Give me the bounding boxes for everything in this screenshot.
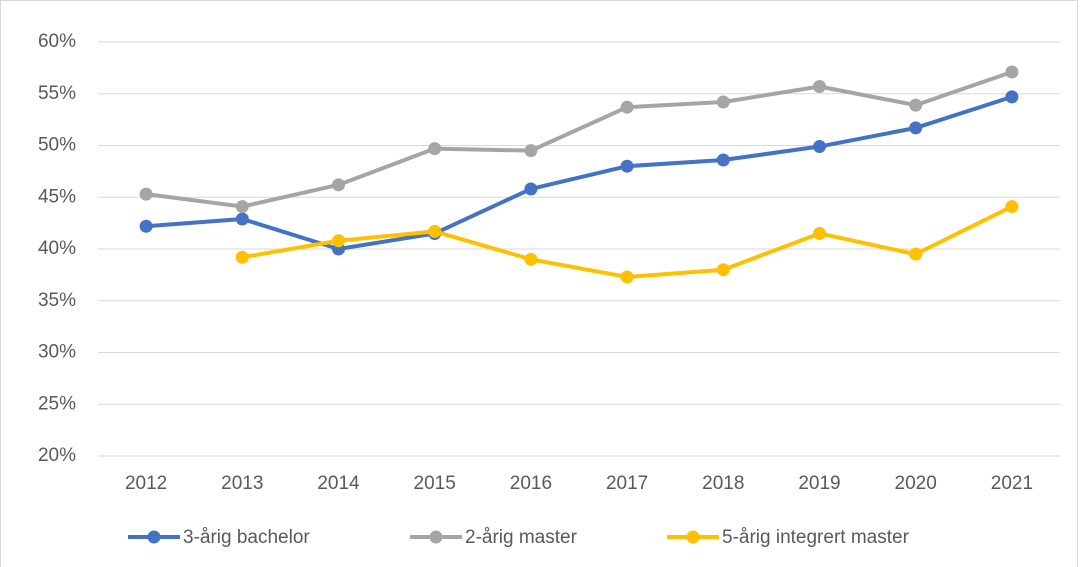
data-point <box>1005 200 1019 214</box>
y-tick-label: 20% <box>38 445 76 466</box>
legend-marker <box>686 530 700 544</box>
data-point <box>428 142 442 156</box>
data-point <box>1005 90 1019 104</box>
data-point <box>139 219 153 233</box>
legend-label: 3-årig bachelor <box>183 527 310 548</box>
y-tick-label: 25% <box>38 393 76 414</box>
y-tick-label: 45% <box>38 186 76 207</box>
y-tick-label: 40% <box>38 238 76 259</box>
data-point <box>716 95 730 109</box>
data-point <box>235 250 249 264</box>
data-point <box>524 182 538 196</box>
data-point <box>524 252 538 266</box>
x-tick-label: 2019 <box>798 473 840 494</box>
data-point <box>813 140 826 154</box>
legend-label: 5-årig integrert master <box>722 527 910 548</box>
x-tick-label: 2012 <box>125 473 167 494</box>
x-tick-label: 2015 <box>414 473 456 494</box>
x-tick-label: 2017 <box>606 473 648 494</box>
data-point <box>813 80 826 94</box>
data-point <box>235 200 249 214</box>
data-point <box>1005 65 1019 79</box>
data-point <box>909 247 923 261</box>
x-tick-label: 2018 <box>702 473 744 494</box>
data-point <box>620 159 634 173</box>
data-point <box>716 263 730 277</box>
data-point <box>524 144 538 158</box>
data-point <box>716 153 730 167</box>
data-point <box>813 226 826 240</box>
x-tick-label: 2020 <box>895 473 937 494</box>
data-point <box>235 212 249 226</box>
legend-marker <box>429 530 443 544</box>
data-point <box>139 187 153 201</box>
data-point <box>332 178 345 192</box>
series-line <box>145 70 1013 209</box>
y-tick-label: 30% <box>38 342 76 363</box>
data-point <box>909 98 923 112</box>
y-tick-label: 35% <box>38 290 76 311</box>
y-tick-label: 55% <box>38 83 76 104</box>
x-tick-label: 2014 <box>317 473 360 494</box>
y-tick-label: 60% <box>38 31 76 52</box>
legend-label: 2-årig master <box>465 527 578 548</box>
data-point <box>909 121 923 135</box>
data-point <box>428 224 442 238</box>
data-point <box>620 100 634 114</box>
data-point <box>620 270 634 284</box>
x-tick-label: 2021 <box>991 473 1033 494</box>
x-tick-label: 2016 <box>510 473 552 494</box>
series-line <box>145 94 1013 251</box>
x-tick-label: 2013 <box>221 473 263 494</box>
data-point <box>332 234 345 248</box>
y-tick-label: 50% <box>38 135 76 156</box>
legend-marker <box>147 530 161 544</box>
